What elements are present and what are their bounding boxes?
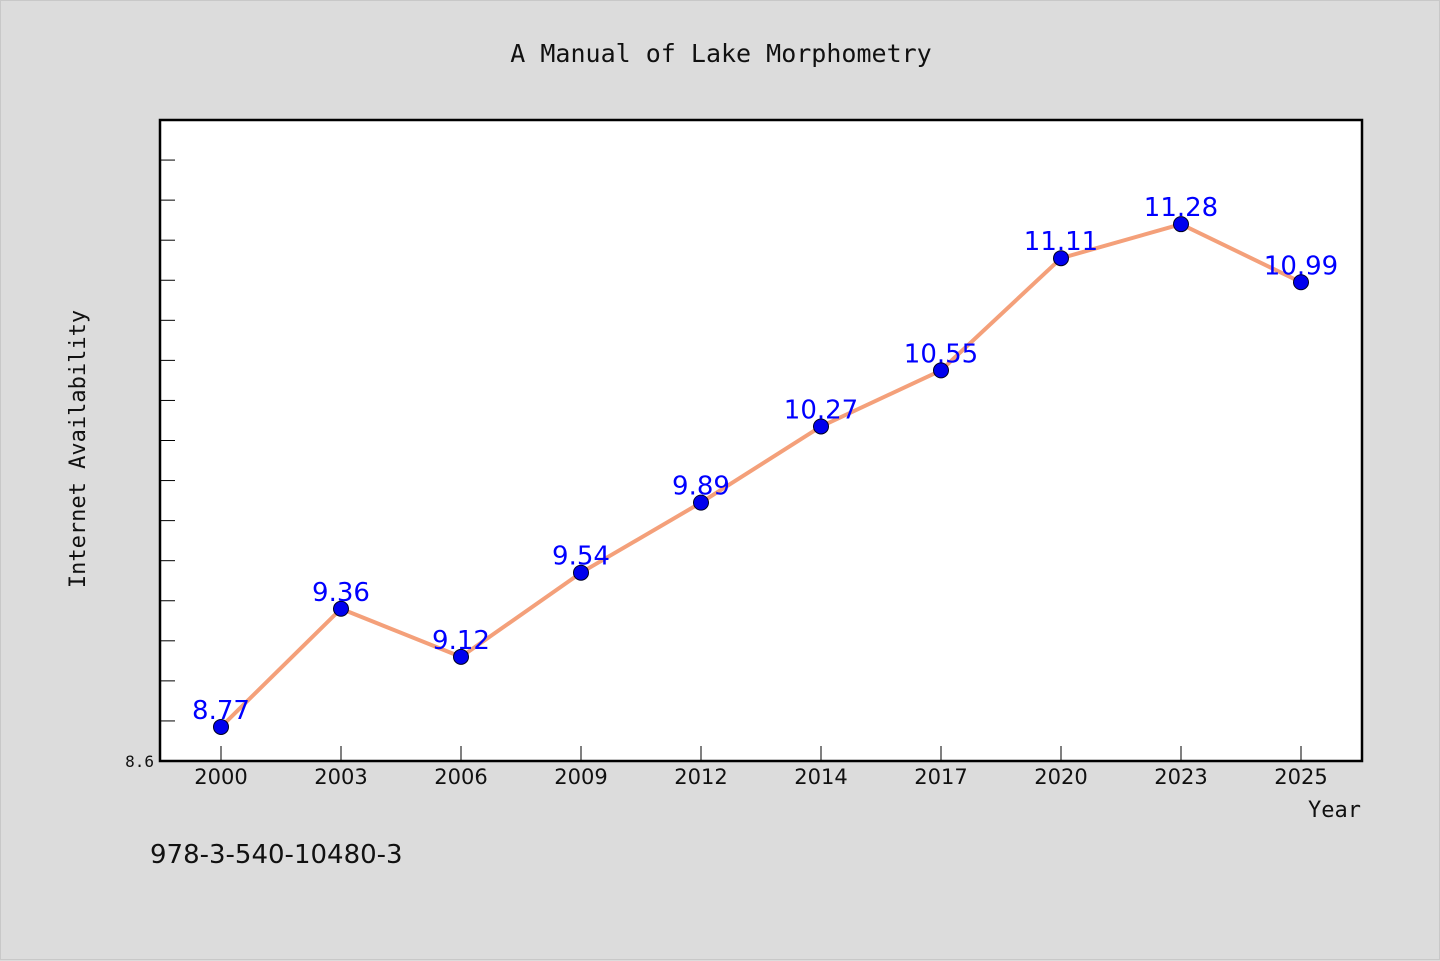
x-tick-label: 2017 (914, 765, 967, 789)
data-point (933, 362, 949, 379)
data-point (1053, 250, 1069, 267)
series-line (219, 222, 1302, 729)
data-point (1293, 274, 1309, 291)
data-label: 8.77 (192, 696, 250, 726)
data-point (333, 600, 349, 617)
x-tick-label: 2003 (314, 765, 367, 789)
data-point (1173, 216, 1189, 233)
data-label: 10.27 (784, 395, 858, 425)
data-point (453, 648, 469, 665)
data-label: 9.89 (672, 472, 730, 502)
data-label: 9.54 (552, 542, 610, 572)
x-tick-label: 2014 (794, 765, 847, 789)
data-label: 9.12 (432, 626, 490, 656)
y-tick-label: 8.6 (125, 752, 154, 771)
plot-area (158, 118, 1364, 763)
y-axis-ticks (160, 159, 175, 722)
data-labels: 8.77 9.36 9.12 9.54 9.89 10.27 10.55 11.11 11.28… (192, 193, 1338, 726)
x-tick-label: 2006 (434, 765, 487, 789)
x-tick-label: 2020 (1034, 765, 1087, 789)
x-tick-label: 2025 (1274, 765, 1327, 789)
data-label: 11.28 (1144, 193, 1218, 223)
x-tick-label: 2000 (194, 765, 247, 789)
x-tick-label: 2012 (674, 765, 727, 789)
data-point (573, 564, 589, 581)
data-point (813, 418, 829, 435)
data-label: 9.36 (312, 578, 370, 608)
data-point (693, 494, 709, 511)
chart-title: A Manual of Lake Morphometry (510, 39, 931, 68)
x-tick-label: 2023 (1154, 765, 1207, 789)
x-axis-label: Year (1308, 798, 1361, 823)
series-markers (213, 216, 1309, 735)
x-axis-ticks (220, 746, 1302, 761)
data-point (213, 718, 229, 735)
data-label: 11.11 (1024, 227, 1098, 257)
data-label: 10.99 (1264, 251, 1338, 281)
y-axis-label: Internet Availability (66, 310, 91, 588)
data-label: 10.55 (904, 339, 978, 369)
x-tick-label: 2009 (554, 765, 607, 789)
caption: 978-3-540-10480-3 (150, 840, 403, 870)
x-axis-tick-labels: 2000 2003 2006 2009 2012 2014 2017 2020 2023 2025 (194, 765, 1327, 789)
